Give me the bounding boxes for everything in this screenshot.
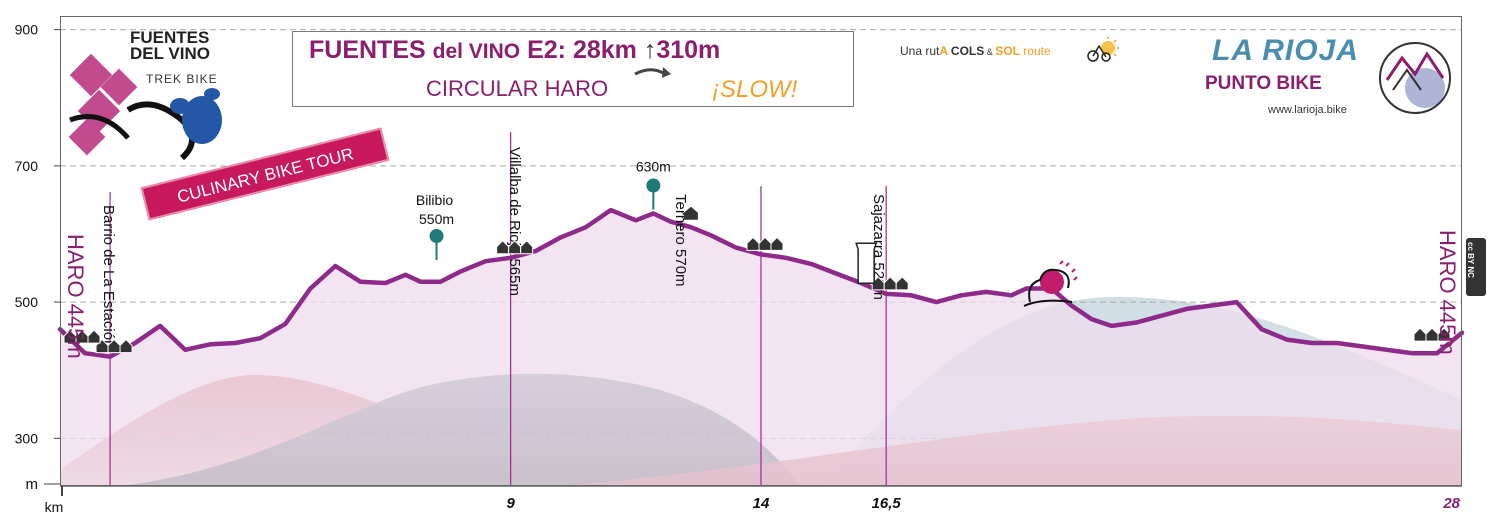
cc-license-badge: cc BY NC: [1466, 238, 1486, 296]
peak-marker-icon-1: [646, 178, 661, 193]
ascent-arrow-icon: ↑: [643, 36, 657, 64]
endpoint-label-0: HARO 445m: [63, 234, 88, 359]
village-houses-icon-start: [63, 329, 101, 344]
y-tick-label-700: 700: [15, 158, 39, 174]
logo-line1: FUENTES: [130, 28, 210, 47]
route-tag: Una rutA COLS & SOL route: [900, 44, 1051, 58]
logo-line2: DEL VINO: [130, 44, 210, 63]
fuentes-del-vino-logo-icon: [68, 53, 222, 161]
y-tick-label-500: 500: [15, 294, 39, 310]
brand-subtitle: PUNTO BIKE: [1205, 73, 1322, 94]
peak-altitude-1: 630m: [636, 159, 671, 175]
endpoint-label-1: HARO 445m: [1435, 230, 1460, 355]
brand-name: LA RIOJA: [1212, 34, 1359, 67]
chart-title: FUENTES del VINO E2: 28km ↑310m: [309, 36, 721, 64]
brand-url: www.larioja.bike: [1268, 104, 1347, 116]
x-tick-label-0: 9: [506, 495, 515, 512]
peak-name-0: Bilibio: [416, 192, 454, 208]
chart-subtitle: CIRCULAR HARO: [426, 76, 609, 101]
x-tick-label-3: 28: [1442, 495, 1460, 512]
house-icon: [683, 206, 698, 220]
logo-subtitle: TREK BIKE: [146, 72, 218, 86]
cc-license-icon: cc BY NC: [1466, 242, 1475, 278]
village-houses-icon-3: [871, 276, 909, 291]
y-tick-label-900: 900: [15, 22, 39, 38]
village-houses-icon-1: [496, 240, 534, 255]
cyclist-sun-icon: [1087, 37, 1119, 62]
village-houses-icon-2: [746, 236, 784, 251]
y-tick-label-300: 300: [15, 430, 39, 446]
x-tick-label-2: 16,5: [872, 495, 902, 512]
waypoint-label-0: Barrio de La Estación: [100, 205, 117, 348]
peak-marker-icon-0: [429, 229, 444, 244]
distance-arrow-icon: [634, 67, 671, 78]
x-axis-label: km: [45, 499, 64, 515]
x-tick-label-1: 14: [753, 495, 770, 512]
peak-altitude-0: 550m: [419, 211, 454, 227]
title-box: FUENTES del VINO E2: 28km ↑310m CIRCULAR…: [292, 31, 854, 107]
village-houses-icon-0: [95, 338, 133, 354]
slow-tag: ¡SLOW!: [712, 76, 798, 103]
castle-tower-icon: [855, 242, 878, 284]
la-rioja-badge-icon: [1379, 42, 1451, 114]
village-houses-icon-end: [1413, 327, 1451, 342]
waypoint-label-2: Ternero 570m: [672, 194, 689, 287]
waypoint-label-1: Villalba de Rioja 565m: [506, 147, 523, 296]
y-axis-label: m: [26, 476, 39, 493]
profile-line: [57, 207, 1465, 359]
logo-title: FUENTES DEL VINO: [130, 28, 210, 63]
chef-icon: [1023, 260, 1078, 307]
